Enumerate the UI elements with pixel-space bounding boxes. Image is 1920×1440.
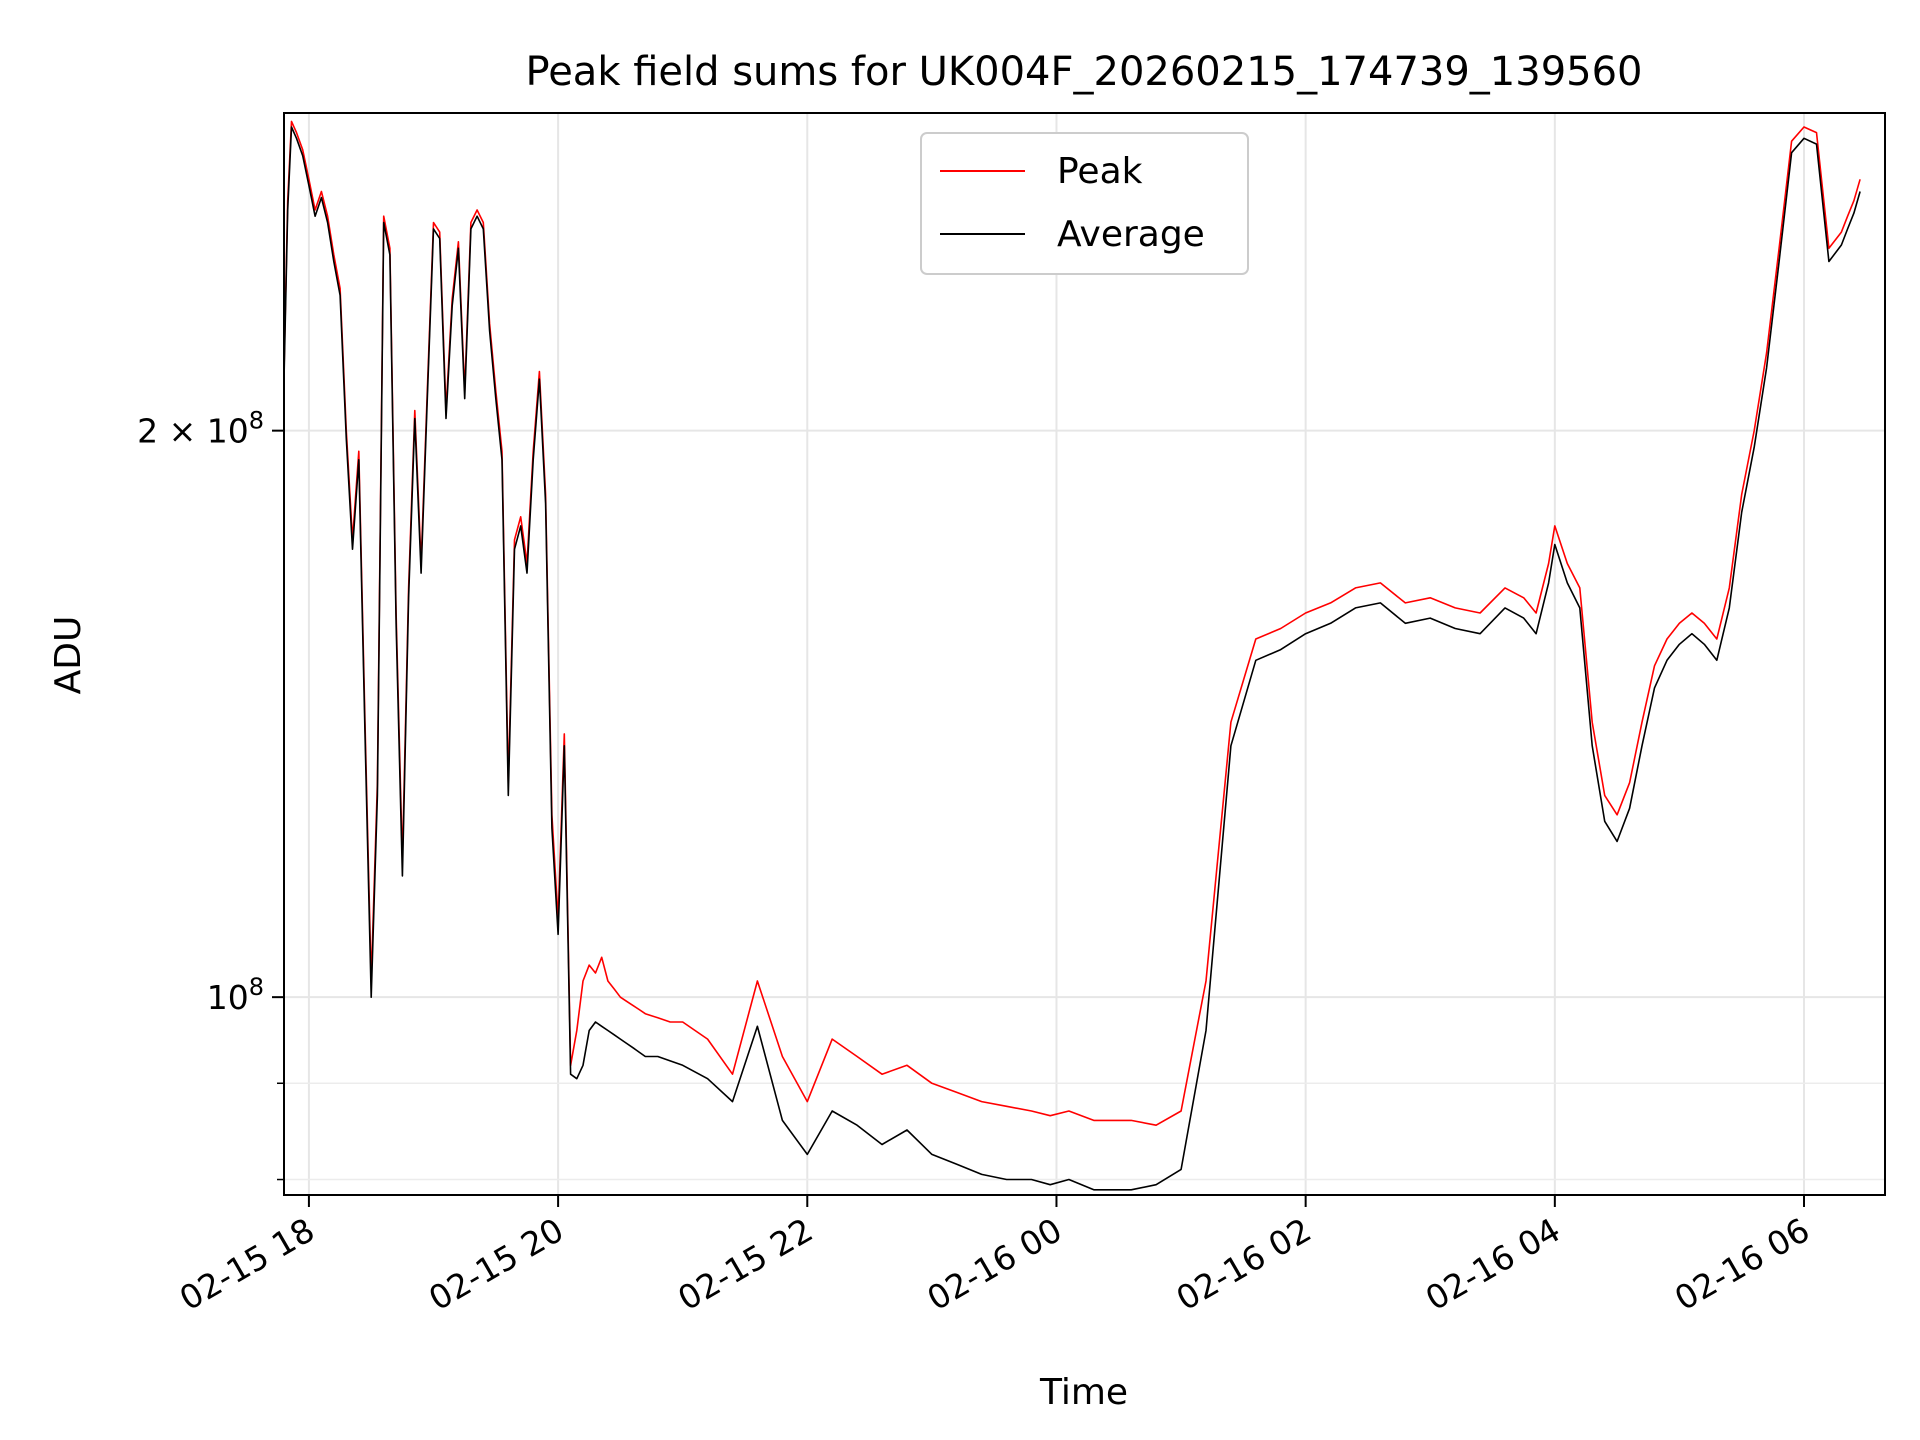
y-axis-label: ADU	[48, 616, 89, 695]
y-tick-label: 2 × 108	[137, 407, 264, 451]
chart-title: Peak field sums for UK004F_20260215_1747…	[526, 49, 1643, 95]
y-tick-label: 108	[207, 973, 264, 1017]
series-line-average	[284, 126, 1861, 1191]
series-layer	[284, 120, 1861, 1191]
legend-frame	[920, 132, 1249, 275]
legend: Peak Average	[920, 132, 1249, 275]
x-axis-label: Time	[1039, 1372, 1128, 1413]
grid-layer	[284, 113, 1885, 1195]
legend-average-label: Average	[1057, 214, 1205, 255]
plot-frame	[283, 112, 1886, 1196]
legend-peak-label: Peak	[1057, 151, 1143, 192]
